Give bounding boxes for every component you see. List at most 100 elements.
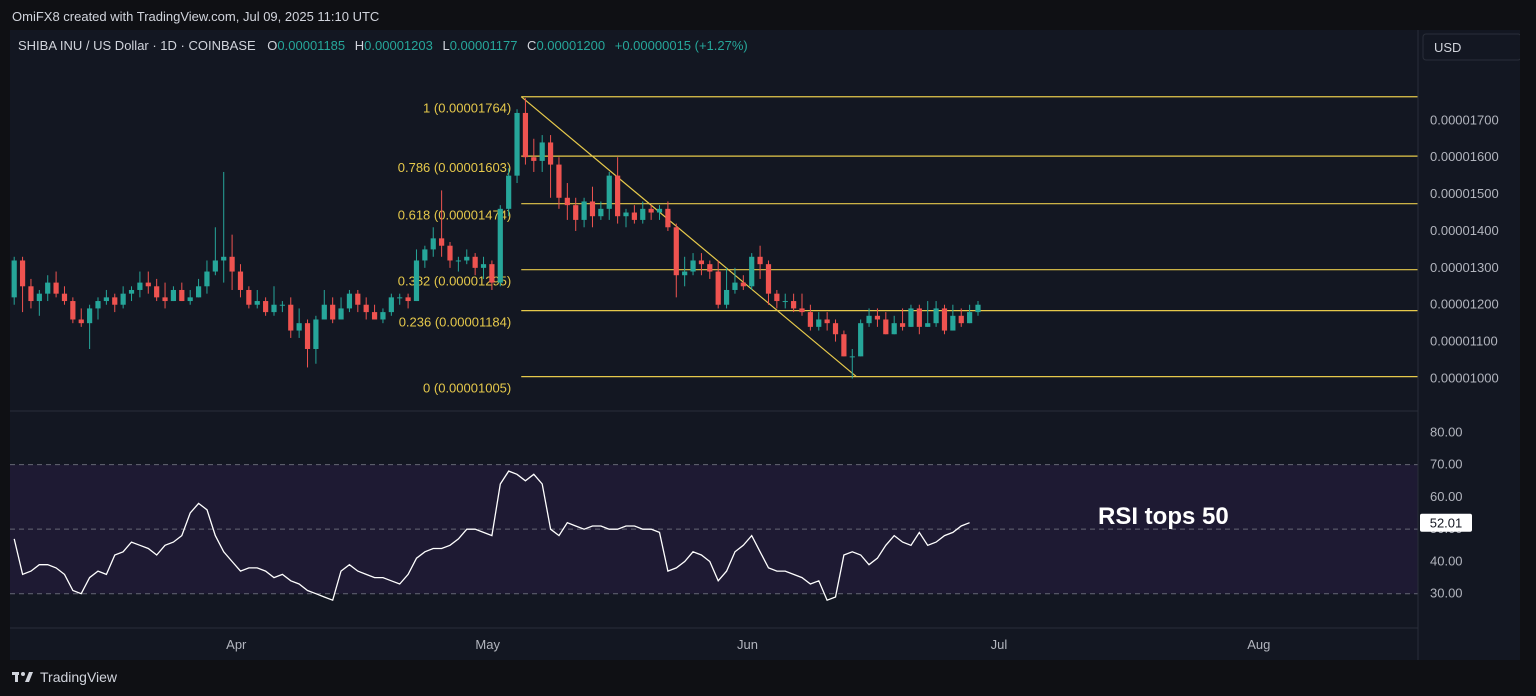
candle-body xyxy=(631,212,637,220)
candle-body xyxy=(816,319,822,327)
tradingview-brand[interactable]: TradingView xyxy=(12,669,117,685)
candle-body xyxy=(187,297,193,302)
candle-body xyxy=(137,282,143,290)
price-tick-label: 0.00001000 xyxy=(1430,370,1499,385)
low-label: L xyxy=(442,38,449,53)
axes[interactable]: 0.00001700 0.00001600 0.00001500 0.00001400… xyxy=(226,112,1499,652)
candle-body xyxy=(967,312,973,324)
candle-body xyxy=(883,319,889,335)
time-tick-label: Jun xyxy=(737,637,758,652)
candle-body xyxy=(128,289,135,294)
candle-body xyxy=(53,282,59,294)
candle-body xyxy=(774,293,780,302)
high-label: H xyxy=(355,38,364,53)
change-value: +0.00000015 (+1.27%) xyxy=(615,38,748,53)
candle-body xyxy=(103,297,109,302)
candle-body xyxy=(589,201,596,217)
tradingview-brand-label: TradingView xyxy=(40,669,118,685)
price-tick-label: 0.00001400 xyxy=(1430,223,1499,238)
low-value: 0.00001177 xyxy=(450,38,518,53)
candle-body xyxy=(866,315,872,324)
candle-body xyxy=(682,271,688,276)
candle-body xyxy=(45,282,51,294)
candle-body xyxy=(765,264,772,294)
rsi-line xyxy=(13,470,970,602)
candle-body xyxy=(925,323,931,327)
time-tick-label: Jul xyxy=(991,637,1008,652)
price-tick-label: 0.00001100 xyxy=(1430,334,1498,349)
fib-trend-line[interactable] xyxy=(520,96,857,378)
candle-body xyxy=(723,289,730,305)
price-tick-label: 0.00001200 xyxy=(1430,297,1499,312)
candle-body xyxy=(673,227,679,276)
candle-body xyxy=(338,308,344,320)
candle-body xyxy=(958,315,964,324)
candle-body xyxy=(489,264,495,283)
candle-body xyxy=(288,304,294,331)
price-tick-label: 0.00001500 xyxy=(1430,186,1499,201)
candle-body xyxy=(606,175,612,209)
candle-body xyxy=(204,271,210,287)
candle-body xyxy=(791,301,797,309)
candle-body xyxy=(782,301,788,303)
candle-body xyxy=(95,301,101,309)
price-tick-label: 0.00001700 xyxy=(1430,112,1499,127)
candle-body xyxy=(28,286,34,302)
fib-retracement[interactable]: 1 (0.00001764) 0.786 (0.00001603) 0.618 (0… xyxy=(398,96,1418,396)
candle-body xyxy=(413,260,420,302)
candle-body xyxy=(87,308,93,324)
candle-body xyxy=(899,323,906,327)
candle-body xyxy=(195,286,202,298)
candle-body xyxy=(832,323,839,335)
candle-body xyxy=(19,260,26,287)
candle-body xyxy=(757,256,763,265)
candle-body xyxy=(254,301,260,305)
top-bar: OmiFX8 created with TradingView.com, Jul… xyxy=(0,0,1536,32)
candle-body xyxy=(321,304,327,320)
open-label: O xyxy=(267,38,277,53)
candle-body xyxy=(61,293,68,302)
rsi-last-value: 52.01 xyxy=(1430,516,1463,531)
candle-body xyxy=(388,297,394,313)
symbol-title[interactable]: SHIBA INU / US Dollar · 1D · COINBASE O 0… xyxy=(18,38,748,53)
candle-body xyxy=(112,297,118,305)
currency-button-label[interactable]: USD xyxy=(1434,40,1461,55)
candle-body xyxy=(397,297,403,299)
candle-body xyxy=(908,308,914,327)
candle-body xyxy=(355,293,361,305)
candle-body xyxy=(304,323,311,349)
rsi-series-line xyxy=(13,470,970,602)
time-tick-label: Apr xyxy=(226,637,247,652)
candle-body xyxy=(405,297,411,302)
candle-body xyxy=(690,260,696,272)
candle-body xyxy=(170,289,177,302)
candle-body xyxy=(581,201,587,220)
price-tick-label: 0.00001600 xyxy=(1430,149,1499,164)
candle-body xyxy=(78,319,84,324)
rsi-annotation: RSI tops 50 xyxy=(1098,503,1229,530)
credit-text: OmiFX8 created with TradingView.com, Jul… xyxy=(12,9,380,24)
candle-body xyxy=(858,323,864,357)
fib-level-label: 1 (0.00001764) xyxy=(423,101,511,116)
candle-body xyxy=(162,297,168,302)
candle-body xyxy=(497,208,503,283)
candle-body xyxy=(330,304,336,320)
candle-body xyxy=(464,256,470,261)
candle-body xyxy=(807,312,813,327)
currency-button[interactable]: USD xyxy=(1422,33,1522,61)
candle-body xyxy=(539,142,545,161)
candle-body xyxy=(707,264,713,272)
time-tick-label: May xyxy=(475,637,500,652)
chart-area[interactable]: 1 (0.00001764) 0.786 (0.00001603) 0.618 (0… xyxy=(10,30,1522,660)
symbol-name: SHIBA INU / US Dollar · 1D · COINBASE xyxy=(18,38,256,53)
candle-body xyxy=(514,112,520,176)
candle-body xyxy=(212,260,218,272)
chart-svg[interactable]: 1 (0.00001764) 0.786 (0.00001603) 0.618 (0… xyxy=(10,30,1522,660)
candle-body xyxy=(916,308,922,327)
candle-body xyxy=(447,245,453,261)
candle-body xyxy=(640,208,646,220)
candle-body xyxy=(346,293,353,309)
fib-level-label: 0 (0.00001005) xyxy=(423,381,511,396)
candle-body xyxy=(874,315,881,320)
candle-body xyxy=(154,286,160,298)
